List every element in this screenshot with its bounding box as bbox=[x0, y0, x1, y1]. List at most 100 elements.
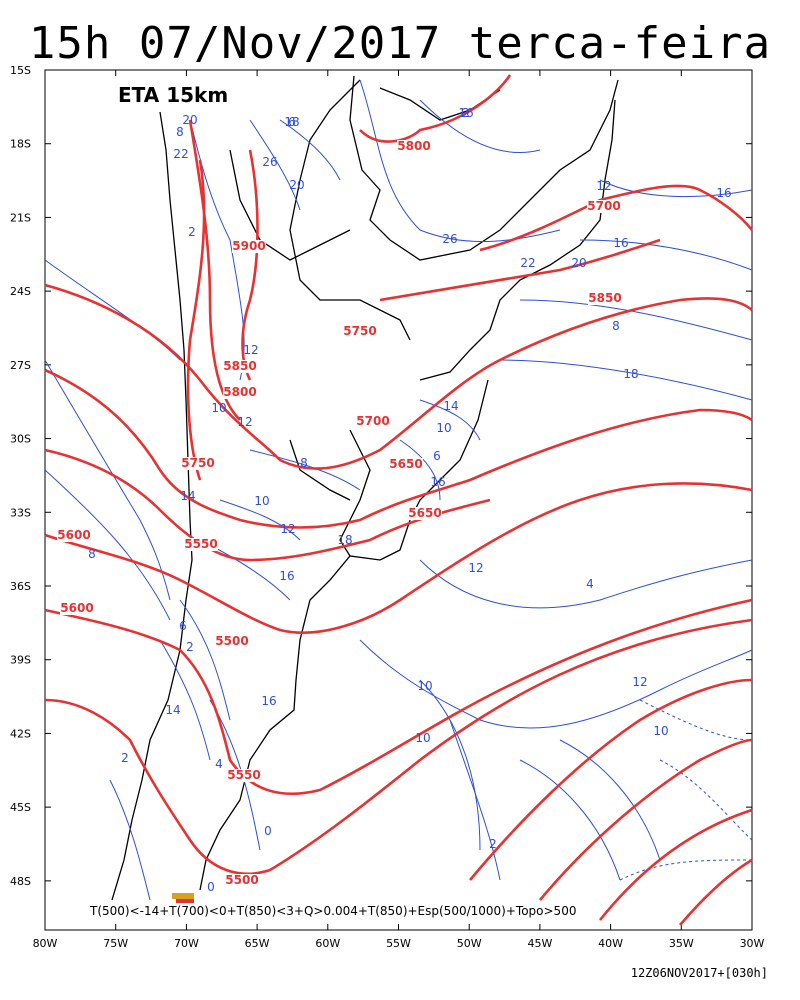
thickness-contours bbox=[44, 79, 753, 901]
thickness-label: 10 bbox=[417, 679, 432, 693]
thickness-label: 14 bbox=[165, 703, 180, 717]
model-run-label: 12Z06NOV2017+[030h] bbox=[630, 966, 768, 980]
geopotential-label: 5600 bbox=[60, 601, 93, 615]
longitude-labels: 80W 75W 70W 65W 60W 55W 50W 45W 40W 35W 30W bbox=[33, 937, 765, 950]
thickness-label: 16 bbox=[458, 106, 473, 120]
lat-tick-label: 30S bbox=[10, 433, 31, 446]
lat-tick-label: 24S bbox=[10, 285, 31, 298]
thickness-label: 10 bbox=[415, 731, 430, 745]
lon-tick-label: 65W bbox=[245, 937, 270, 950]
thickness-label: 2 bbox=[186, 640, 194, 654]
geopotential-label: 5600 bbox=[57, 528, 90, 542]
geopotential-label-bg bbox=[223, 386, 257, 399]
geopotential-label: 5500 bbox=[215, 634, 248, 648]
thickness-label: 20 bbox=[182, 113, 197, 127]
thickness-label: 18 bbox=[284, 115, 299, 129]
geopotential-label-bg bbox=[356, 415, 390, 428]
lat-tick-label: 36S bbox=[10, 580, 31, 593]
thickness-label: 14 bbox=[180, 489, 195, 503]
thickness-label: 2 bbox=[188, 225, 196, 239]
thickness-label: 10 bbox=[436, 421, 451, 435]
thickness-label: 8 bbox=[300, 456, 308, 470]
thickness-label: 6 bbox=[288, 115, 296, 129]
geopotential-label-bg bbox=[223, 360, 257, 373]
thickness-label: 8 bbox=[612, 319, 620, 333]
thickness-label: 18 bbox=[337, 533, 352, 547]
thickness-label: 12 bbox=[632, 675, 647, 689]
thickness-label: 26 bbox=[442, 232, 457, 246]
geopotential-contours bbox=[44, 74, 754, 926]
geopotential-label-bg bbox=[343, 325, 377, 338]
lat-tick-label: 33S bbox=[10, 506, 31, 519]
criteria-formula: T(500)<-14+T(700)<0+T(850)<3+Q>0.004+T(8… bbox=[89, 904, 576, 918]
lat-tick-label: 18S bbox=[10, 138, 31, 151]
map-title: 15h 07/Nov/2017 terca-feira bbox=[28, 18, 772, 69]
latitude-labels: 15S 18S 21S 24S 27S 30S 33S 36S 39S 42S 45S 48S bbox=[10, 64, 31, 888]
lat-tick-label: 48S bbox=[10, 875, 31, 888]
thickness-label: 14 bbox=[443, 399, 458, 413]
geopotential-label-bg bbox=[232, 240, 266, 253]
highlight-patch bbox=[172, 893, 194, 903]
thickness-label: 16 bbox=[613, 236, 628, 250]
lon-tick-label: 55W bbox=[386, 937, 411, 950]
lon-tick-label: 45W bbox=[527, 937, 552, 950]
geopotential-label: 5850 bbox=[588, 291, 621, 305]
geopotential-label-bg bbox=[57, 529, 91, 542]
thickness-label: 10 bbox=[254, 494, 269, 508]
thickness-label: 2 bbox=[462, 106, 470, 120]
thickness-label: 4 bbox=[215, 757, 223, 771]
geopotential-label-bg bbox=[587, 200, 621, 213]
thickness-label: 0 bbox=[207, 880, 215, 894]
geopotential-label: 5700 bbox=[356, 414, 389, 428]
geopotential-label: 5550 bbox=[184, 537, 217, 551]
thickness-label: 6 bbox=[433, 449, 441, 463]
geopotential-label-bg bbox=[215, 635, 249, 648]
thickness-label: 12 bbox=[237, 415, 252, 429]
thickness-label: 20 bbox=[571, 256, 586, 270]
geopotential-label: 5800 bbox=[397, 139, 430, 153]
axis-ticks bbox=[44, 69, 753, 930]
geopotential-label-bg bbox=[60, 602, 94, 615]
geopotential-labels: 5800 5700 5900 5850 5750 5850 5800 5700 5750 5650… bbox=[57, 139, 622, 887]
thickness-label: 16 bbox=[716, 186, 731, 200]
lon-tick-label: 70W bbox=[174, 937, 199, 950]
thickness-label: 2 bbox=[489, 837, 497, 851]
geopotential-label: 5650 bbox=[408, 506, 441, 520]
lon-tick-label: 50W bbox=[457, 937, 482, 950]
thickness-label: 12 bbox=[243, 343, 258, 357]
lon-tick-label: 30W bbox=[740, 937, 765, 950]
thickness-label: 8 bbox=[176, 125, 184, 139]
geopotential-label-bg bbox=[389, 458, 423, 471]
thickness-label: 26 bbox=[262, 155, 277, 169]
thickness-label: 18 bbox=[623, 367, 638, 381]
thickness-label: 16 bbox=[279, 569, 294, 583]
thickness-label: 8 bbox=[88, 547, 96, 561]
lat-tick-label: 27S bbox=[10, 359, 31, 372]
thickness-label: 6 bbox=[179, 619, 187, 633]
thickness-label: 12 bbox=[596, 179, 611, 193]
lon-tick-label: 35W bbox=[669, 937, 694, 950]
thickness-label: 10 bbox=[211, 401, 226, 415]
thickness-label: 2 bbox=[121, 751, 129, 765]
thickness-label: 0 bbox=[264, 824, 272, 838]
lon-tick-label: 60W bbox=[315, 937, 340, 950]
geopotential-label-bg bbox=[588, 292, 622, 305]
geopotential-label: 5700 bbox=[587, 199, 620, 213]
geopotential-label-bg bbox=[225, 874, 259, 887]
lon-tick-label: 80W bbox=[33, 937, 58, 950]
thickness-label: 12 bbox=[468, 561, 483, 575]
lat-tick-label: 39S bbox=[10, 654, 31, 667]
geopotential-label: 5850 bbox=[223, 359, 256, 373]
geopotential-label-bg bbox=[397, 140, 431, 153]
geopotential-label: 5650 bbox=[389, 457, 422, 471]
geopotential-label: 5550 bbox=[227, 768, 260, 782]
thickness-label: 12 bbox=[280, 522, 295, 536]
lon-tick-label: 75W bbox=[103, 937, 128, 950]
plot-frame bbox=[44, 69, 753, 931]
lon-tick-label: 40W bbox=[598, 937, 623, 950]
thickness-label: 16 bbox=[261, 694, 276, 708]
lat-tick-label: 45S bbox=[10, 801, 31, 814]
thickness-label: 4 bbox=[586, 577, 594, 591]
thickness-label: 22 bbox=[520, 256, 535, 270]
